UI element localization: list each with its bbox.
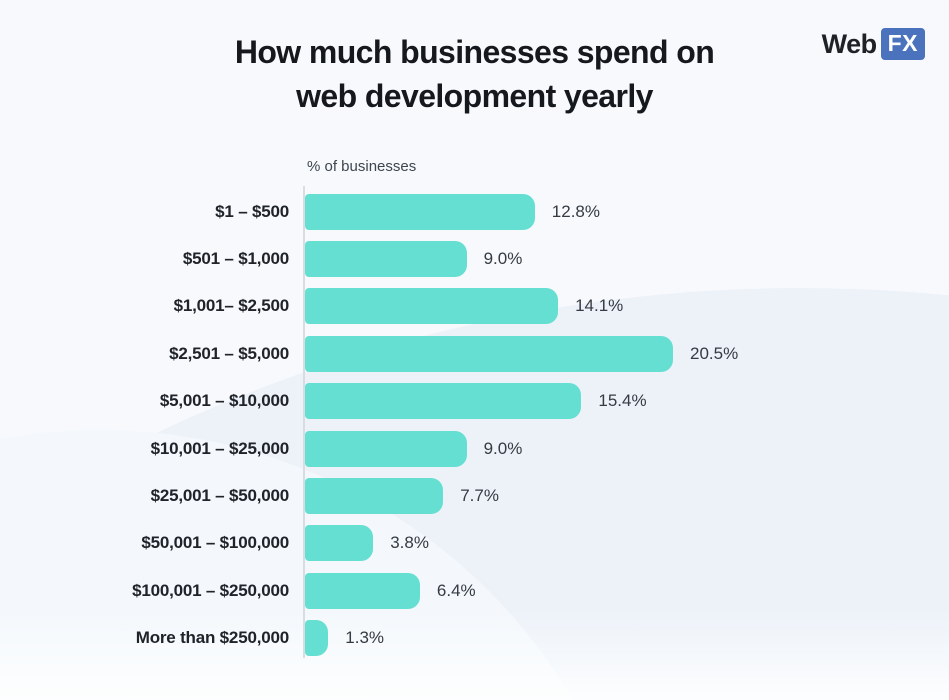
bar-track: 20.5%: [303, 335, 949, 372]
chart-row: More than $250,000 1.3%: [0, 615, 949, 662]
bar: [305, 478, 444, 515]
value-label: 9.0%: [483, 438, 523, 458]
y-axis-line: [303, 186, 305, 658]
value-label: 15.4%: [598, 391, 647, 411]
category-label: $2,501 – $5,000: [169, 343, 289, 363]
axis-label: % of businesses: [307, 158, 417, 175]
webfx-logo: Web FX: [822, 28, 925, 60]
bar: [305, 335, 673, 372]
value-label: 7.7%: [460, 486, 499, 506]
value-label: 1.3%: [345, 628, 385, 648]
category-label: $50,001 – $100,000: [141, 533, 289, 553]
value-label: 20.5%: [690, 343, 739, 363]
bar-track: 14.1%: [303, 288, 949, 325]
category-label: $25,001 – $50,000: [150, 486, 290, 506]
chart-title: How much businesses spend on web develop…: [0, 30, 949, 118]
chart-row: $1 – $500 12.8%: [0, 188, 949, 235]
chart-row: $50,001 – $100,000 3.8%: [0, 520, 949, 567]
value-label: 14.1%: [575, 296, 624, 316]
chart-row: $25,001 – $50,000 7.7%: [0, 472, 949, 519]
bar-track: 3.8%: [303, 525, 949, 562]
plot-area: $1 – $500 12.8% $501 – $1,000 9.0% $1,001– $…: [0, 186, 949, 662]
bar-track: 9.0%: [303, 430, 949, 467]
category-label: $1,001– $2,500: [173, 296, 290, 316]
chart-row: $1,001– $2,500 14.1%: [0, 283, 949, 330]
value-label: 12.8%: [551, 201, 600, 221]
bar-track: 12.8%: [303, 193, 949, 230]
category-label: More than $250,000: [135, 628, 289, 648]
webfx-logo-badge: FX: [880, 28, 925, 60]
chart-row: $5,001 – $10,000 15.4%: [0, 378, 949, 425]
bar: [305, 572, 420, 609]
value-label: 6.4%: [436, 580, 476, 600]
bar: [305, 525, 374, 562]
category-label: $10,001 – $25,000: [150, 438, 290, 458]
category-label: $5,001 – $10,000: [159, 391, 289, 411]
bar-track: 6.4%: [303, 572, 949, 609]
bar: [305, 241, 467, 278]
value-label: 9.0%: [483, 249, 523, 269]
value-label: 3.8%: [390, 533, 429, 553]
chart-row: $501 – $1,000 9.0%: [0, 235, 949, 282]
chart-title-line1: How much businesses spend on: [234, 34, 715, 70]
bar: [305, 288, 559, 325]
bar: [305, 620, 329, 657]
chart-row: $10,001 – $25,000 9.0%: [0, 425, 949, 472]
chart-title-line2: web development yearly: [296, 78, 653, 114]
chart-row: $100,001 – $250,000 6.4%: [0, 567, 949, 614]
chart-row: $2,501 – $5,000 20.5%: [0, 330, 949, 377]
category-label: $1 – $500: [215, 201, 289, 221]
bar: [305, 383, 582, 420]
bar-track: 1.3%: [303, 620, 949, 657]
webfx-logo-text: Web: [821, 28, 878, 59]
bar-track: 9.0%: [303, 241, 949, 278]
category-label: $100,001 – $250,000: [132, 580, 289, 600]
category-label: $501 – $1,000: [182, 249, 289, 269]
bar: [305, 430, 467, 467]
bar: [305, 193, 535, 230]
bar-track: 15.4%: [303, 383, 949, 420]
background-bottom-fade: [0, 610, 949, 700]
bar-chart: % of businesses $1 – $500 12.8% $501 – $1,…: [0, 158, 949, 662]
bar-track: 7.7%: [303, 478, 949, 515]
